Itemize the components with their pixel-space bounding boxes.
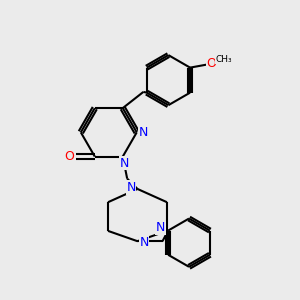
Text: CH₃: CH₃ bbox=[215, 55, 232, 64]
Text: N: N bbox=[139, 126, 148, 139]
Text: N: N bbox=[139, 236, 149, 249]
Text: N: N bbox=[126, 181, 136, 194]
Text: N: N bbox=[119, 157, 129, 169]
Text: O: O bbox=[64, 150, 74, 163]
Text: O: O bbox=[207, 57, 217, 70]
Text: N: N bbox=[156, 221, 165, 234]
